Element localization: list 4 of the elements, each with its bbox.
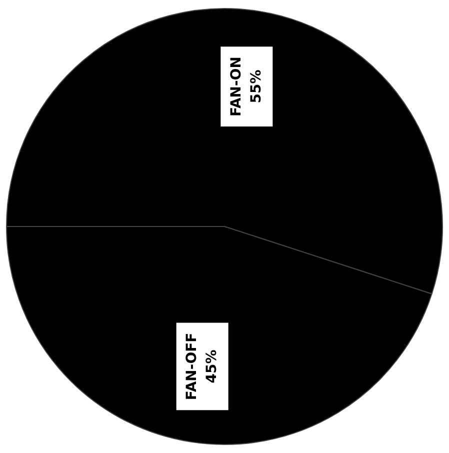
data-label: 45% xyxy=(204,350,220,384)
data-label: 55% xyxy=(248,70,264,104)
slice-label: FAN-OFF xyxy=(184,332,200,400)
slice-label: FAN-ON xyxy=(228,56,244,117)
